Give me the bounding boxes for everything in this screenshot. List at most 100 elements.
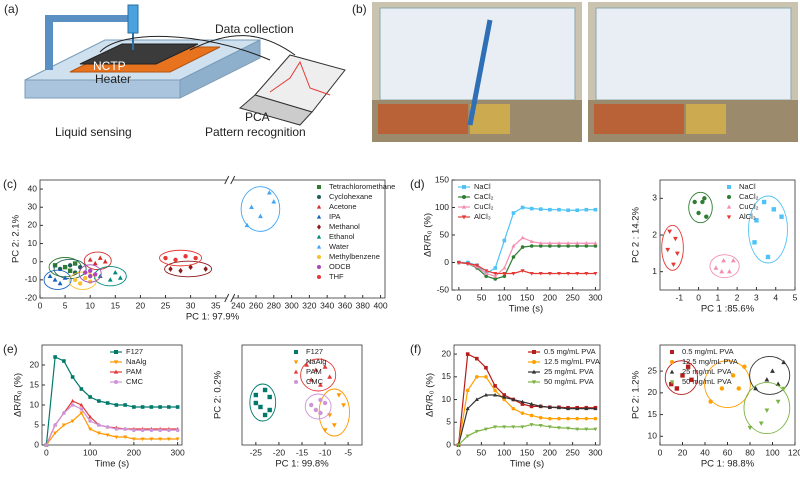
diagram-text: PCA — [245, 110, 270, 124]
legend-label: 0.5 mg/mL PVA — [682, 347, 734, 356]
legend-label: Tetrachloromethane — [329, 182, 395, 191]
point — [557, 416, 561, 421]
legend-label: IPA — [329, 212, 341, 221]
point — [322, 364, 328, 369]
stand — [45, 15, 53, 70]
point — [102, 259, 108, 264]
point — [547, 425, 552, 429]
point — [674, 386, 680, 391]
x-tick-label: -20 — [273, 447, 286, 457]
axis-break-gap — [226, 294, 233, 302]
point — [669, 381, 674, 387]
legend-label: Water — [329, 242, 349, 251]
point — [575, 208, 580, 213]
point — [575, 244, 580, 248]
point — [493, 384, 497, 388]
series-line — [457, 376, 596, 446]
point — [548, 207, 552, 212]
point — [309, 402, 314, 408]
point — [548, 244, 552, 248]
x-axis-label: Time (s) — [95, 459, 129, 470]
point — [520, 402, 525, 406]
diagram-text: Heater — [95, 72, 131, 86]
point — [511, 406, 516, 411]
legend-marker — [462, 185, 466, 189]
x-tick-label: 340 — [320, 300, 334, 310]
point — [149, 437, 154, 442]
point — [680, 373, 685, 378]
point — [327, 413, 333, 418]
point — [149, 405, 154, 409]
point — [493, 388, 497, 393]
x-tick-label: -15 — [296, 447, 309, 457]
legend-marker — [293, 360, 299, 365]
legend-label: 12.5 mg/mL PVA — [682, 357, 738, 366]
y-tick-label: 20 — [28, 220, 38, 230]
point — [511, 255, 516, 259]
legend-marker — [727, 185, 731, 189]
point — [520, 245, 525, 249]
x-tick-label: 380 — [356, 300, 370, 310]
x-tick-label: 260 — [249, 300, 263, 310]
y-tick-label: 3 — [652, 193, 657, 203]
point — [258, 213, 263, 219]
legend-label: CaCl₂ — [739, 192, 759, 201]
point — [313, 407, 319, 413]
point — [511, 243, 516, 248]
point — [538, 241, 543, 245]
point — [665, 247, 671, 253]
point — [575, 241, 580, 245]
point — [62, 264, 68, 270]
point — [547, 272, 552, 276]
point — [67, 263, 73, 268]
legend-label: AlCl₃ — [739, 212, 756, 221]
y-tick-label: 0 — [32, 256, 37, 266]
x-tick-label: 120 — [788, 447, 800, 457]
point — [593, 272, 598, 276]
point — [538, 272, 543, 276]
point — [557, 241, 561, 245]
x-axis-label: PC 1 :85.6% — [701, 304, 755, 315]
cluster-ellipse — [53, 258, 87, 280]
x-tick-label: -1 — [676, 292, 684, 302]
point — [557, 272, 561, 276]
plot-frame — [39, 179, 386, 299]
point — [62, 411, 66, 415]
point — [502, 393, 506, 397]
point — [318, 410, 323, 416]
y-tick-label: 15 — [30, 379, 40, 389]
point — [685, 364, 691, 369]
legend-marker — [670, 350, 674, 354]
point — [538, 415, 543, 420]
point — [502, 395, 507, 399]
x-tick-label: 300 — [588, 447, 602, 457]
y-tick-label: 150 — [435, 174, 449, 184]
series-line — [45, 404, 178, 446]
point — [318, 382, 323, 387]
laptop-keyboard — [238, 94, 313, 126]
y-tick-label: 5 — [446, 417, 451, 427]
legend-label: CMC — [126, 377, 144, 386]
nctp-film — [79, 43, 199, 65]
series-line — [457, 353, 596, 446]
series-line — [458, 261, 596, 275]
x-axis-label: PC 1: 97.9% — [186, 312, 240, 323]
vial-row — [594, 104, 684, 134]
legend-marker — [317, 265, 321, 269]
point — [761, 199, 767, 205]
point — [575, 272, 580, 276]
legend-label: ODCB — [329, 262, 351, 271]
legend-marker — [113, 369, 119, 374]
point — [593, 416, 598, 421]
y-tick-label: 20 — [30, 359, 40, 369]
x-tick-label: 20 — [678, 447, 688, 457]
point — [753, 385, 759, 391]
point — [539, 244, 543, 248]
diagram-text: Data collection — [215, 22, 294, 36]
point — [249, 204, 254, 209]
point — [474, 397, 479, 401]
x-tick-label: 50 — [477, 292, 487, 302]
point — [123, 427, 127, 431]
point — [593, 244, 598, 248]
series-line — [458, 237, 596, 277]
